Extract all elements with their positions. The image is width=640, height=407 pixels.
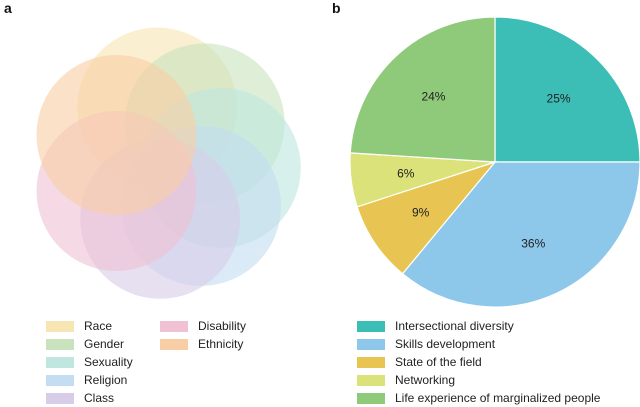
venn-legend-item-religion: Religion [46,373,127,387]
legend-swatch [357,374,385,386]
legend-swatch [160,338,188,350]
venn-legend-item-ethnicity: Ethnicity [160,337,243,351]
pie-data-label-networking: 6% [397,166,415,180]
legend-swatch [357,320,385,332]
legend-swatch [46,338,74,350]
pie-legend-item-life-experience-of-marginalized-people: Life experience of marginalized people [357,391,600,405]
legend-label: Ethnicity [198,337,244,351]
venn-legend-item-gender: Gender [46,337,124,351]
pie-data-label-intersectional-diversity: 25% [547,91,571,105]
panel-label-b: b [332,0,341,16]
pie-data-label-state-of-the-field: 9% [412,206,430,220]
legend-label: Skills development [395,337,496,351]
pie-legend-item-skills-development: Skills development [357,337,495,351]
legend-label: Intersectional diversity [395,319,514,333]
pie-slice-intersectional-diversity [494,16,640,163]
pie-data-label-life-experience-of-marginalized-people: 24% [421,89,445,103]
legend-swatch [46,392,74,404]
venn-legend-item-disability: Disability [160,319,246,333]
legend-label: Class [84,391,115,405]
pie-data-label-skills-development: 36% [521,236,545,250]
venn-legend-item-sexuality: Sexuality [46,355,133,369]
legend-label: Networking [395,373,456,387]
pie-legend-item-state-of-the-field: State of the field [357,355,482,369]
legend-swatch [46,320,74,332]
legend-label: Gender [84,337,125,351]
legend-swatch [357,356,385,368]
legend-swatch [160,320,188,332]
pie-legend-item-networking: Networking [357,373,455,387]
legend-label: Race [84,319,113,333]
legend-swatch [357,338,385,350]
legend-label: Disability [198,319,247,333]
legend-label: Life experience of marginalized people [395,391,601,405]
pie-slice-state-of-the-field [356,160,497,275]
legend-swatch [46,356,74,368]
legend-label: Religion [84,373,128,387]
venn-circle-ethnicity [36,55,197,215]
legend-swatch [357,392,385,404]
panel-label-a: a [4,0,12,16]
venn-legend-item-race: Race [46,319,112,333]
legend-swatch [46,374,74,386]
legend-label: State of the field [395,355,482,369]
pie-slice-life-experience-of-marginalized-people [349,16,496,163]
pie-legend-item-intersectional-diversity: Intersectional diversity [357,319,514,333]
venn-legend-item-class: Class [46,391,114,405]
legend-label: Sexuality [84,355,133,369]
pie-slice-skills-development [401,161,640,308]
